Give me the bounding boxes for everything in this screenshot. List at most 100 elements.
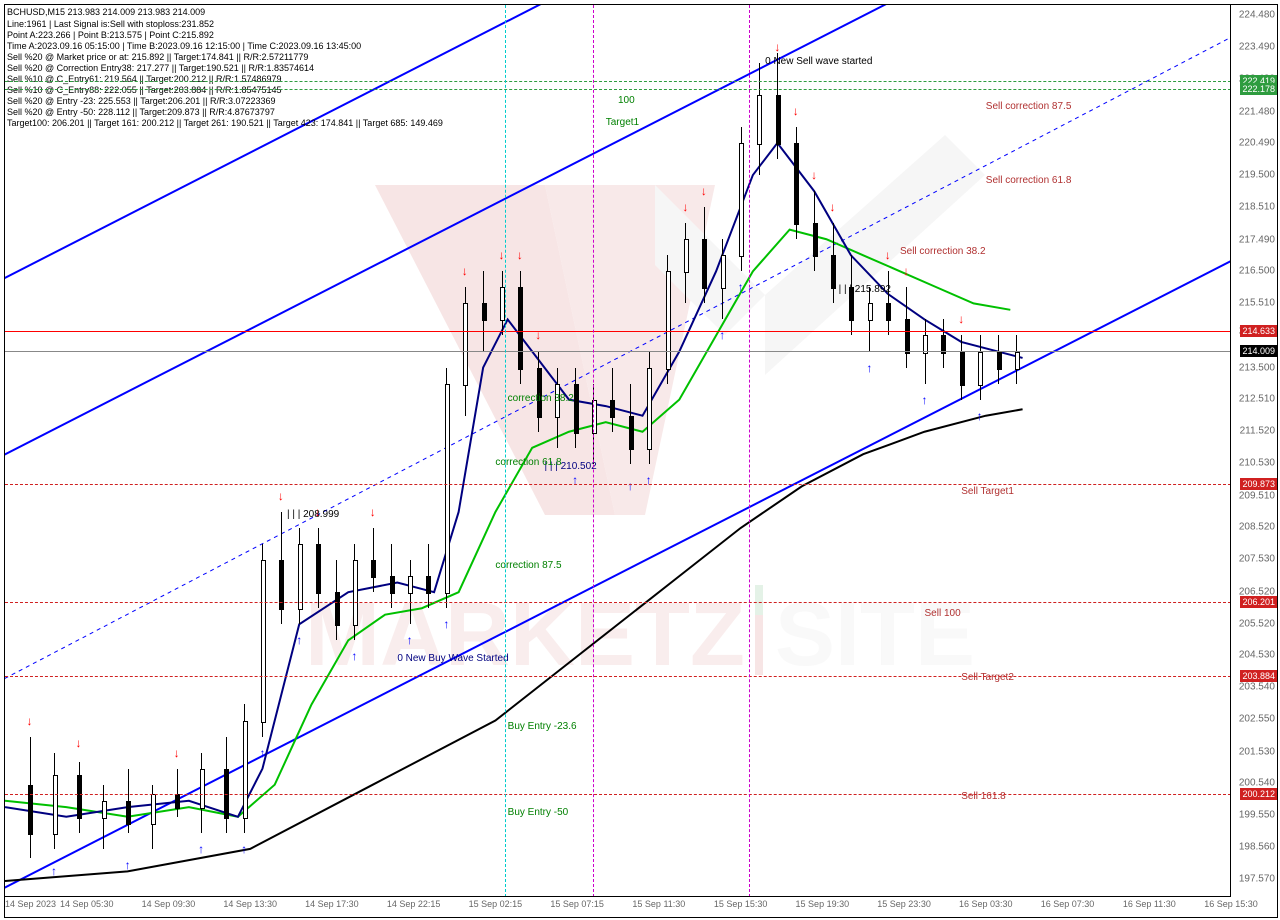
x-tick: 14 Sep 17:30 bbox=[305, 899, 359, 909]
y-tick: 210.530 bbox=[1239, 457, 1275, 468]
y-tick: 212.510 bbox=[1239, 394, 1275, 405]
chart-annotation: 0 New Sell wave started bbox=[765, 56, 872, 67]
candle-body bbox=[426, 576, 431, 594]
y-tick: 205.520 bbox=[1239, 618, 1275, 629]
chart-area[interactable]: MARKETZ SITE BCHUSD,M15 213.983 214.009 … bbox=[5, 5, 1231, 897]
horizontal-line bbox=[5, 484, 1231, 485]
arrow-down-icon: ↓ bbox=[793, 104, 799, 118]
vertical-line bbox=[593, 5, 594, 897]
candle-body bbox=[886, 303, 891, 321]
price-tag: 206.201 bbox=[1240, 596, 1277, 608]
y-tick: 213.500 bbox=[1239, 362, 1275, 373]
candle-body bbox=[371, 560, 376, 578]
arrow-up-icon: ↑ bbox=[259, 746, 265, 760]
y-tick: 199.550 bbox=[1239, 810, 1275, 821]
arrow-up-icon: ↑ bbox=[296, 633, 302, 647]
y-tick: 209.510 bbox=[1239, 490, 1275, 501]
horizontal-line bbox=[5, 81, 1231, 82]
chart-annotation: Sell correction 61.8 bbox=[986, 175, 1072, 186]
candle-body bbox=[629, 416, 634, 450]
y-tick: 208.520 bbox=[1239, 522, 1275, 533]
candle-body bbox=[813, 223, 818, 257]
info-line: Sell %20 @ Entry -23: 225.553 || Target:… bbox=[7, 96, 276, 106]
price-tag: 203.884 bbox=[1240, 670, 1277, 682]
candle-body bbox=[298, 544, 303, 610]
y-tick: 221.480 bbox=[1239, 106, 1275, 117]
price-tag: 209.873 bbox=[1240, 478, 1277, 490]
arrow-up-icon: ↑ bbox=[51, 864, 57, 878]
info-line: Time A:2023.09.16 05:15:00 | Time B:2023… bbox=[7, 41, 361, 51]
candle-body bbox=[463, 303, 468, 385]
x-tick: 15 Sep 02:15 bbox=[469, 899, 523, 909]
svg-text:MARKETZ: MARKETZ bbox=[305, 585, 745, 685]
chart-annotation: | | | 208.999 bbox=[287, 509, 339, 520]
candle-wick bbox=[177, 769, 178, 817]
chart-svg-lines bbox=[5, 5, 1231, 897]
arrow-down-icon: ↓ bbox=[885, 248, 891, 262]
arrow-down-icon: ↓ bbox=[462, 264, 468, 278]
arrow-down-icon: ↓ bbox=[682, 200, 688, 214]
chart-annotation: Sell 161.8 bbox=[961, 791, 1005, 802]
y-tick: 202.550 bbox=[1239, 713, 1275, 724]
arrow-up-icon: ↑ bbox=[977, 409, 983, 423]
arrow-down-icon: ↓ bbox=[174, 746, 180, 760]
x-tick: 15 Sep 23:30 bbox=[877, 899, 931, 909]
info-line: Sell %20 @ Market price or at: 215.892 |… bbox=[7, 52, 308, 62]
candle-body bbox=[175, 794, 180, 809]
arrow-up-icon: ↑ bbox=[351, 649, 357, 663]
chart-annotation: Target1 bbox=[606, 117, 639, 128]
info-line: Sell %20 @ Correction Entry38: 217.277 |… bbox=[7, 63, 314, 73]
candle-body bbox=[684, 239, 689, 273]
x-axis: 14 Sep 202314 Sep 05:3014 Sep 09:3014 Se… bbox=[5, 896, 1231, 917]
candle-body bbox=[702, 239, 707, 289]
candle-body bbox=[960, 352, 965, 386]
y-tick: 223.490 bbox=[1239, 42, 1275, 53]
y-tick: 215.510 bbox=[1239, 298, 1275, 309]
info-line: Sell %20 @ Entry -50: 228.112 || Target:… bbox=[7, 107, 275, 117]
y-tick: 203.540 bbox=[1239, 682, 1275, 693]
candle-body bbox=[243, 721, 248, 819]
x-tick: 14 Sep 2023 bbox=[5, 899, 56, 909]
candle-body bbox=[574, 384, 579, 434]
arrow-up-icon: ↑ bbox=[407, 633, 413, 647]
arrow-down-icon: ↓ bbox=[811, 168, 817, 182]
y-axis: 224.480223.490222.480221.480220.490219.5… bbox=[1230, 5, 1277, 897]
x-tick: 15 Sep 15:30 bbox=[714, 899, 768, 909]
candle-body bbox=[151, 794, 156, 825]
candle-body bbox=[647, 368, 652, 450]
arrow-down-icon: ↓ bbox=[958, 312, 964, 326]
candle-body bbox=[335, 592, 340, 626]
candle-body bbox=[261, 560, 266, 722]
vertical-line bbox=[505, 5, 506, 897]
price-tag: 214.009 bbox=[1240, 345, 1277, 357]
x-tick: 16 Sep 07:30 bbox=[1041, 899, 1095, 909]
candle-body bbox=[53, 775, 58, 835]
x-tick: 15 Sep 19:30 bbox=[796, 899, 850, 909]
x-tick: 16 Sep 11:30 bbox=[1123, 899, 1176, 909]
arrow-up-icon: ↑ bbox=[922, 393, 928, 407]
horizontal-line bbox=[5, 602, 1231, 603]
info-line: Point A:223.266 | Point B:213.575 | Poin… bbox=[7, 30, 214, 40]
candle-body bbox=[390, 576, 395, 594]
arrow-down-icon: ↓ bbox=[903, 264, 909, 278]
arrow-down-icon: ↓ bbox=[27, 714, 33, 728]
chart-annotation: Sell Target1 bbox=[961, 486, 1014, 497]
arrow-up-icon: ↑ bbox=[125, 858, 131, 872]
candle-body bbox=[997, 352, 1002, 370]
chart-annotation: 100 bbox=[618, 95, 635, 106]
arrow-up-icon: ↑ bbox=[738, 280, 744, 294]
arrow-down-icon: ↓ bbox=[517, 248, 523, 262]
candle-body bbox=[905, 319, 910, 353]
arrow-up-icon: ↑ bbox=[866, 361, 872, 375]
x-tick: 14 Sep 22:15 bbox=[387, 899, 441, 909]
arrow-down-icon: ↓ bbox=[774, 40, 780, 54]
candle-body bbox=[978, 352, 983, 386]
candle-body bbox=[445, 384, 450, 595]
x-tick: 15 Sep 07:15 bbox=[550, 899, 604, 909]
candle-body bbox=[1015, 352, 1020, 370]
y-tick: 197.570 bbox=[1239, 873, 1275, 884]
chart-annotation: Sell correction 38.2 bbox=[900, 246, 986, 257]
y-tick: 219.500 bbox=[1239, 170, 1275, 181]
y-tick: 217.490 bbox=[1239, 234, 1275, 245]
x-tick: 15 Sep 11:30 bbox=[632, 899, 685, 909]
